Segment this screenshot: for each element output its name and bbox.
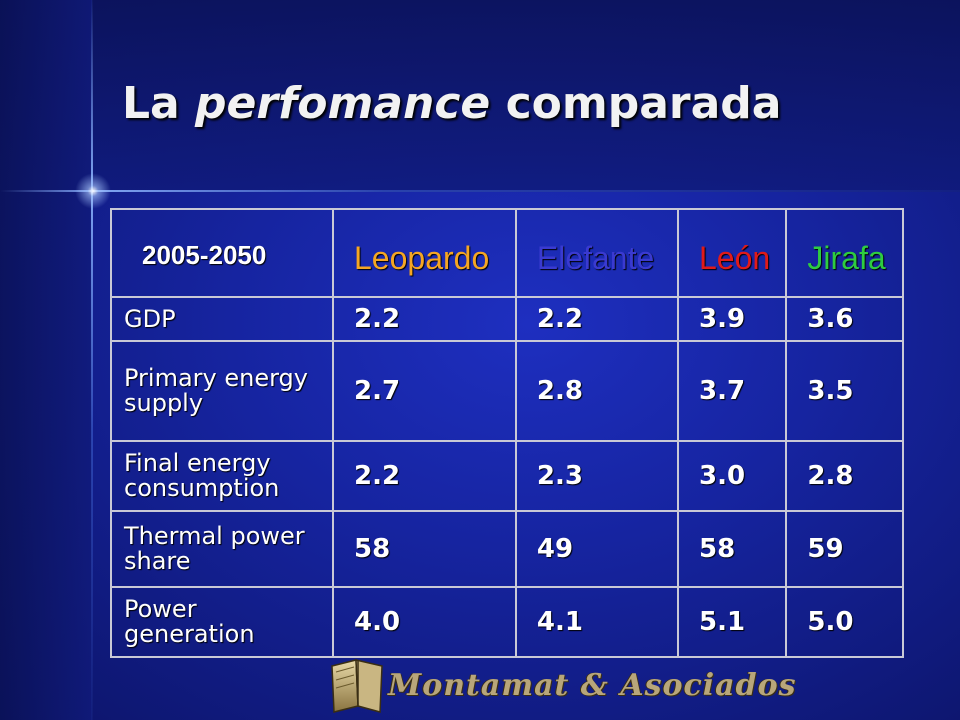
table-cell: 3.9: [676, 296, 788, 342]
table-cell: 4.1: [514, 586, 680, 658]
table-cell: 3.6: [785, 296, 904, 342]
company-logo-text: Montamat & Asociados: [388, 668, 797, 703]
header-jirafa: Jirafa: [785, 208, 904, 298]
left-band: [0, 0, 92, 720]
table-cell: 2.2: [332, 440, 517, 512]
sparkle-icon: [72, 170, 114, 212]
table-cell: 4.0: [332, 586, 517, 658]
table-header-row: 2005-2050 Leopardo Elefante León Jirafa: [110, 208, 904, 298]
header-leopardo: Leopardo: [332, 208, 517, 298]
book-logo-icon: [331, 659, 383, 713]
row-label: Primary energy supply: [110, 340, 334, 442]
table-cell: 3.7: [676, 340, 788, 442]
table-cell: 3.0: [676, 440, 788, 512]
header-elefante: Elefante: [514, 208, 680, 298]
table-cell: 2.3: [514, 440, 680, 512]
table-row: Final energy consumption 2.2 2.3 3.0 2.8: [110, 440, 904, 512]
row-label: Final energy consumption: [110, 440, 334, 512]
table-row: Thermal power share 58 49 58 59: [110, 510, 904, 588]
table-cell: 3.5: [785, 340, 904, 442]
header-leon: León: [676, 208, 788, 298]
table-row: Power generation 4.0 4.1 5.1 5.0: [110, 586, 904, 658]
table-cell: 2.8: [785, 440, 904, 512]
table-row: Primary energy supply 2.7 2.8 3.7 3.5: [110, 340, 904, 442]
table-cell: 2.7: [332, 340, 517, 442]
table-cell: 2.8: [514, 340, 680, 442]
vertical-light-line: [91, 0, 93, 720]
table-cell: 49: [514, 510, 680, 588]
period-header: 2005-2050: [110, 208, 334, 298]
row-label: Power generation: [110, 586, 334, 658]
row-label: GDP: [110, 296, 334, 342]
table-cell: 59: [785, 510, 904, 588]
title-part-1: La: [122, 78, 196, 129]
horizontal-light-line: [0, 190, 960, 192]
comparison-table: 2005-2050 Leopardo Elefante León Jirafa …: [110, 208, 904, 658]
table-cell: 5.1: [676, 586, 788, 658]
table-cell: 5.0: [785, 586, 904, 658]
table-cell: 58: [332, 510, 517, 588]
title-band: [0, 0, 960, 192]
title-italic-word: perfomance: [195, 78, 491, 129]
table-cell: 2.2: [332, 296, 517, 342]
slide-title: La perfomance comparada: [122, 78, 782, 129]
table-cell: 2.2: [514, 296, 680, 342]
row-label: Thermal power share: [110, 510, 334, 588]
table-row: GDP 2.2 2.2 3.9 3.6: [110, 296, 904, 342]
table-cell: 58: [676, 510, 788, 588]
title-part-2: comparada: [490, 78, 782, 129]
